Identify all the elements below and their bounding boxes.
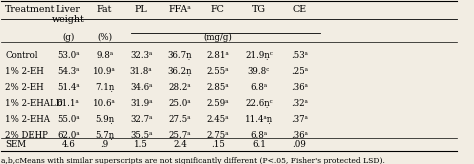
Text: 2.85ᵃ: 2.85ᵃ <box>207 83 229 92</box>
Text: 2.81ᵃ: 2.81ᵃ <box>206 51 229 60</box>
Text: PL: PL <box>135 5 147 14</box>
Text: FC: FC <box>211 5 225 14</box>
Text: 36.2ṇ: 36.2ṇ <box>168 67 192 76</box>
Text: 54.3ᵃ: 54.3ᵃ <box>57 67 79 76</box>
Text: 4.6: 4.6 <box>61 140 75 149</box>
Text: 1.5: 1.5 <box>134 140 148 149</box>
Text: 55.0ᵃ: 55.0ᵃ <box>57 115 80 124</box>
Text: 1% 2-EH: 1% 2-EH <box>5 67 44 76</box>
Text: 25.7ᵃ: 25.7ᵃ <box>169 131 191 140</box>
Text: 1% 2-EHA: 1% 2-EHA <box>5 115 50 124</box>
Text: Treatment: Treatment <box>5 5 55 14</box>
Text: 5.9ṇ: 5.9ṇ <box>95 115 114 124</box>
Text: 2.4: 2.4 <box>173 140 187 149</box>
Text: 36.7ṇ: 36.7ṇ <box>168 51 192 60</box>
Text: .36ᵃ: .36ᵃ <box>291 131 308 140</box>
Text: Fat: Fat <box>97 5 112 14</box>
Text: .9: .9 <box>100 140 109 149</box>
Text: 2.45ᵃ: 2.45ᵃ <box>207 115 229 124</box>
Text: .32ᵃ: .32ᵃ <box>291 99 308 108</box>
Text: 5.7ṇ: 5.7ṇ <box>95 131 114 140</box>
Text: .25ᵃ: .25ᵃ <box>291 67 308 76</box>
Text: .15: .15 <box>211 140 225 149</box>
Text: 61.1ᵃ: 61.1ᵃ <box>57 99 80 108</box>
Text: 1% 2-EHALD: 1% 2-EHALD <box>5 99 63 108</box>
Text: FFAᵃ: FFAᵃ <box>168 5 191 14</box>
Text: 2.75ᵃ: 2.75ᵃ <box>207 131 229 140</box>
Text: .36ᵃ: .36ᵃ <box>291 83 308 92</box>
Text: 2.55ᵃ: 2.55ᵃ <box>207 67 229 76</box>
Text: Liver
weight: Liver weight <box>52 5 84 24</box>
Text: a,b,cMeans with similar superscripts are not significantly different (P<.05, Fis: a,b,cMeans with similar superscripts are… <box>0 157 384 164</box>
Text: (g): (g) <box>62 33 74 42</box>
Text: CE: CE <box>292 5 307 14</box>
Text: 6.8ᵃ: 6.8ᵃ <box>250 131 267 140</box>
Text: SEM: SEM <box>5 140 26 149</box>
Text: (mg/g): (mg/g) <box>203 33 232 42</box>
Text: 32.7ᵃ: 32.7ᵃ <box>130 115 152 124</box>
Text: 22.6ṇᶜ: 22.6ṇᶜ <box>245 99 273 108</box>
Text: 32.3ᵃ: 32.3ᵃ <box>130 51 152 60</box>
Text: 6.1: 6.1 <box>252 140 266 149</box>
Text: 53.0ᵃ: 53.0ᵃ <box>57 51 80 60</box>
Text: 9.8ᵃ: 9.8ᵃ <box>96 51 113 60</box>
Text: 2.59ᵃ: 2.59ᵃ <box>207 99 229 108</box>
Text: 31.8ᵃ: 31.8ᵃ <box>130 67 153 76</box>
Text: 7.1ṇ: 7.1ṇ <box>95 83 114 92</box>
Text: 27.5ᵃ: 27.5ᵃ <box>169 115 191 124</box>
Text: .37ᵃ: .37ᵃ <box>291 115 308 124</box>
Text: 21.9ṇᶜ: 21.9ṇᶜ <box>245 51 273 60</box>
Text: 51.4ᵃ: 51.4ᵃ <box>57 83 80 92</box>
Text: 28.2ᵃ: 28.2ᵃ <box>169 83 191 92</box>
Text: 11.4ᵃṇ: 11.4ᵃṇ <box>245 115 273 124</box>
Text: 10.9ᵃ: 10.9ᵃ <box>93 67 116 76</box>
Text: .09: .09 <box>292 140 306 149</box>
Text: 2% 2-EH: 2% 2-EH <box>5 83 44 92</box>
Text: .53ᵃ: .53ᵃ <box>291 51 308 60</box>
Text: 34.6ᵃ: 34.6ᵃ <box>130 83 152 92</box>
Text: 62.0ᵃ: 62.0ᵃ <box>57 131 80 140</box>
Text: 10.6ᵃ: 10.6ᵃ <box>93 99 116 108</box>
Text: TG: TG <box>252 5 266 14</box>
Text: 2% DEHP: 2% DEHP <box>5 131 48 140</box>
Text: 6.8ᵃ: 6.8ᵃ <box>250 83 267 92</box>
Text: 35.5ᵃ: 35.5ᵃ <box>130 131 152 140</box>
Text: 31.9ᵃ: 31.9ᵃ <box>130 99 153 108</box>
Text: (%): (%) <box>97 33 112 42</box>
Text: 25.0ᵃ: 25.0ᵃ <box>169 99 191 108</box>
Text: Control: Control <box>5 51 38 60</box>
Text: 39.8ᶜ: 39.8ᶜ <box>248 67 270 76</box>
